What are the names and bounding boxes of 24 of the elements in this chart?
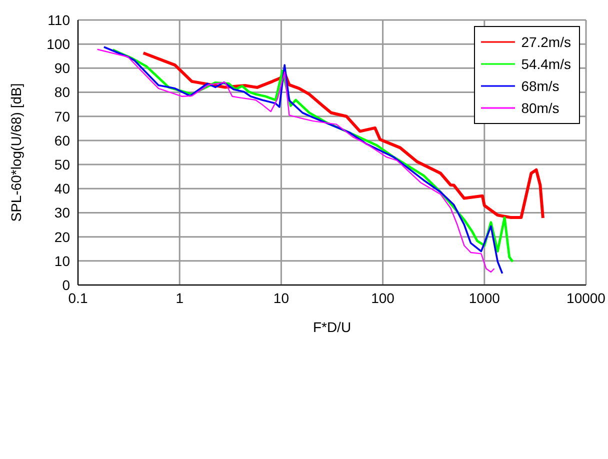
y-tick-label: 90	[54, 60, 70, 76]
x-tick-label: 10	[273, 290, 290, 306]
x-tick-label: 1000	[468, 290, 500, 306]
y-tick-label: 100	[46, 36, 70, 52]
legend-label: 80m/s	[521, 99, 560, 118]
y-tick-label: 10	[54, 252, 70, 269]
legend-label: 54.4m/s	[521, 55, 571, 74]
y-tick-label: 60	[54, 132, 70, 148]
y-tick-label: 110	[48, 12, 70, 28]
y-tick-label: 30	[54, 204, 70, 221]
y-tick-label: 80	[54, 84, 70, 100]
legend-label: 68m/s	[521, 77, 560, 96]
x-axis-title: F*D/U	[312, 319, 352, 335]
legend-label: 27.2m/s	[521, 33, 571, 52]
y-tick-label: 70	[54, 108, 70, 124]
y-axis-title: SPL-60*log(U/68) [dB]	[8, 83, 24, 222]
x-tick-label: 0.1	[68, 290, 88, 306]
x-tick-label: 1	[176, 290, 184, 306]
y-tick-label: 20	[54, 228, 70, 245]
x-tick-label: 100	[371, 290, 395, 306]
x-tick-label: 10000	[566, 290, 606, 306]
y-tick-label: 0	[62, 276, 70, 293]
y-tick-label: 40	[54, 180, 70, 197]
y-tick-label: 50	[54, 156, 70, 173]
